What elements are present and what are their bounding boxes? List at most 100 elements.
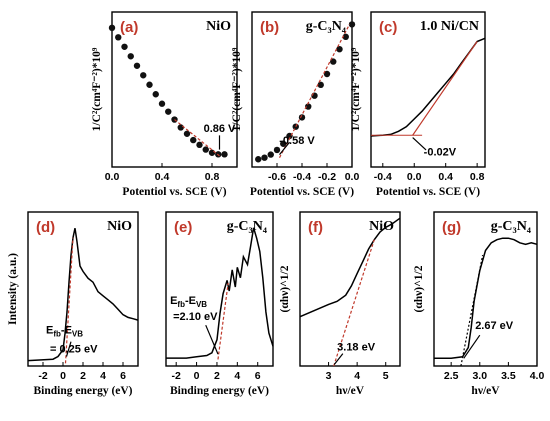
chart-panel-1: -0.6 -0.4 -0.2 0.0 Potentiol vs. SCE (V) 1/C²… <box>231 11 360 198</box>
chart-panel-0: 0.0 0.4 0.8 Potentiol vs. SCE (V) 1/C²(cm⁴F⁻… <box>91 11 238 198</box>
panel-label: (g) <box>442 219 461 236</box>
data-point <box>190 136 197 144</box>
annotation-label: Efb-EVB <box>46 325 83 339</box>
panel-label: (b) <box>260 19 279 36</box>
panel-title: 1.0 Ni/CN <box>420 19 479 34</box>
series-line <box>370 37 486 137</box>
x-tick-label: 0.4 <box>438 171 453 183</box>
data-point <box>140 72 147 79</box>
x-tick-label: 3.0 <box>472 370 487 382</box>
x-tick-label: 0 <box>60 370 66 382</box>
x-axis-label: Binding energy (eV) <box>170 385 269 397</box>
plot-frame <box>299 211 401 367</box>
x-tick-label: 0.0 <box>105 171 120 183</box>
annotation-value: -0.58 V <box>279 135 315 147</box>
data-point <box>133 62 141 69</box>
annotation-value: 3.18 eV <box>337 342 376 354</box>
data-point <box>177 124 184 131</box>
data-point <box>208 149 216 156</box>
panel-label: (d) <box>36 219 55 236</box>
chart-panel-2: -0.4 0.0 0.4 0.8 Potentiol vs. SCE (V) 1/C²(c… <box>350 11 486 198</box>
fit-line <box>460 255 484 367</box>
x-tick-label: 0.0 <box>345 171 360 183</box>
data-point <box>273 146 281 154</box>
data-point <box>108 24 116 32</box>
x-tick-label: 0.4 <box>155 171 170 183</box>
data-point <box>115 34 122 41</box>
arrow <box>333 353 344 365</box>
data-point <box>280 140 287 147</box>
x-axis-label: hν/eV <box>336 385 365 397</box>
x-tick-label: 0 <box>194 370 200 382</box>
plot-frame <box>433 211 538 367</box>
x-tick-label: 6 <box>255 370 261 382</box>
y-axis-label: (αhν)^1/2 <box>279 265 291 312</box>
series-line <box>299 217 401 318</box>
x-tick-label: 4 <box>354 370 360 382</box>
panel-title: g-C₃N₄ <box>306 19 347 34</box>
annotation-value: 2.67 eV <box>475 320 514 332</box>
arrow <box>65 341 72 357</box>
panel-title: NiO <box>206 19 231 34</box>
x-axis-label: Potentiol vs. SCE (V) <box>122 186 226 198</box>
x-tick-label: 0.8 <box>205 171 220 183</box>
chart-panel-3: -2 0 2 4 6 Binding energy (eV) Intensity (a.u.… <box>7 211 139 397</box>
x-axis-label: hν/eV <box>471 385 500 397</box>
x-tick-label: 2 <box>80 370 86 382</box>
annotation-value: 0.86 V <box>204 123 236 135</box>
annotation-value: =2.10 eV <box>173 311 218 323</box>
data-point <box>323 70 331 78</box>
annotation-value: -0.02V <box>424 146 457 158</box>
x-tick-label: 4 <box>234 370 240 382</box>
x-tick-label: -0.4 <box>293 171 311 183</box>
data-point <box>267 151 274 158</box>
y-axis-label: 1/C²(cm⁴F⁻²)*10⁹ <box>231 47 243 131</box>
data-point <box>342 33 349 40</box>
panel-label: (c) <box>379 19 397 36</box>
x-tick-label: 5 <box>383 370 389 382</box>
arrow <box>463 334 481 359</box>
annotation-value: = 0.25 eV <box>50 343 98 355</box>
arrow <box>412 137 427 151</box>
x-tick-label: -2 <box>172 370 181 382</box>
x-tick-label: -0.4 <box>374 171 392 183</box>
fit-line <box>333 239 375 367</box>
series-line <box>27 228 139 362</box>
annotation-label: Efb-EVB <box>170 295 207 309</box>
data-point <box>196 141 203 149</box>
panel-label: (a) <box>120 19 138 36</box>
data-point <box>152 91 159 98</box>
fit-line <box>412 41 478 136</box>
data-point <box>317 81 324 89</box>
x-axis-label: Binding energy (eV) <box>33 385 132 397</box>
series-line <box>434 237 538 360</box>
y-axis-label: (αhν)^1/2 <box>413 265 425 312</box>
x-tick-label: 6 <box>120 370 126 382</box>
x-tick-label: 3.5 <box>501 370 516 382</box>
data-point <box>298 114 306 121</box>
x-axis-label: Potentiol vs. SCE (V) <box>250 186 354 198</box>
panel-label: (e) <box>174 219 192 236</box>
x-axis-label: Potentiol vs. SCE (V) <box>376 186 480 198</box>
x-tick-label: -0.6 <box>268 171 286 183</box>
arrow <box>279 141 290 155</box>
y-axis-label: 1/C²(cm⁴F⁻²)*10⁹ <box>350 47 362 131</box>
x-tick-label: 4 <box>100 370 106 382</box>
data-point <box>183 130 191 137</box>
plot-frame <box>111 11 238 168</box>
x-tick-label: 2 <box>214 370 220 382</box>
data-point <box>165 108 172 115</box>
data-point <box>146 81 153 88</box>
data-point <box>121 43 128 50</box>
x-tick-label: 3 <box>326 370 332 382</box>
chart-panel-4: -2 0 2 4 6 Binding energy (eV) (e) g-C₃N₄ Efb-EV… <box>165 211 274 397</box>
plot-frame <box>370 11 486 168</box>
y-axis-label: 1/C²(cm⁴F⁻²)*10⁹ <box>91 47 103 131</box>
x-tick-label: -2 <box>38 370 47 382</box>
panel-title: g-C₃N₄ <box>491 219 532 234</box>
series-line <box>166 227 274 359</box>
panel-title: NiO <box>107 219 132 234</box>
plot-frame <box>165 211 274 367</box>
panel-label: (f) <box>308 219 323 236</box>
